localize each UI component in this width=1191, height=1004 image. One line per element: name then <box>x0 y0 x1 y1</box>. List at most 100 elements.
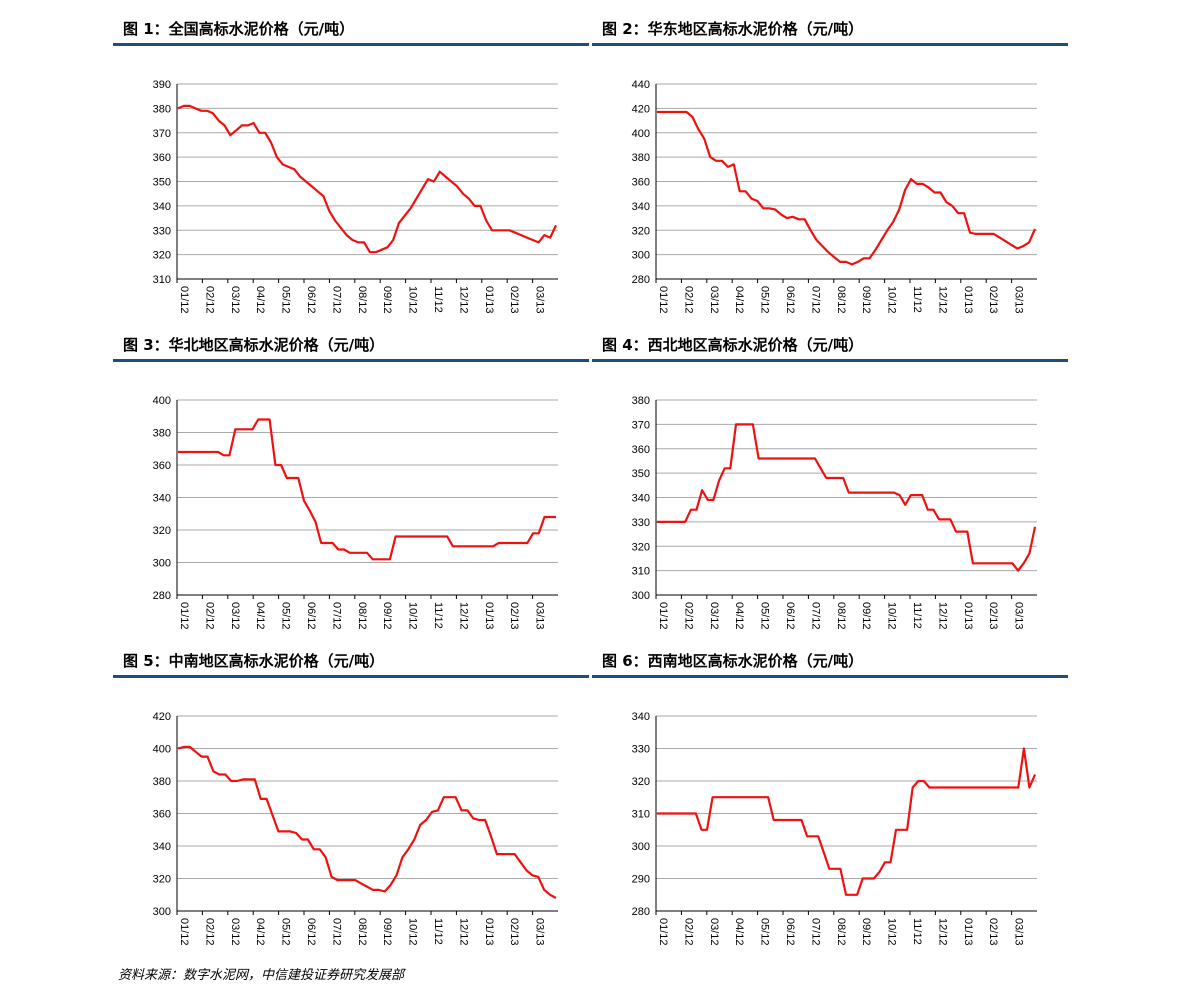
y-tick-label: 300 <box>153 558 171 570</box>
x-tick-label: 06/12 <box>784 602 796 630</box>
y-tick-label: 310 <box>632 809 650 821</box>
y-tick-label: 340 <box>153 201 171 213</box>
x-tick-label: 09/12 <box>860 602 872 630</box>
y-tick-label: 350 <box>632 468 650 480</box>
x-tick-label: 03/12 <box>229 918 241 946</box>
x-tick-label: 07/12 <box>809 286 821 314</box>
x-tick-label: 10/12 <box>407 602 419 630</box>
y-tick-label: 340 <box>632 711 650 723</box>
chart-panel-2: 图 2：华东地区高标水泥价格（元/吨） 280 300 320 340 360 380 40… <box>592 10 1068 326</box>
x-tick-label: 02/12 <box>203 602 215 630</box>
title-underline-1 <box>113 43 589 46</box>
y-tick-label: 310 <box>632 566 650 578</box>
x-tick-label: 03/13 <box>1013 918 1025 946</box>
y-tick-label: 300 <box>632 250 650 262</box>
chart-svg-1: 310 320 330 340 350 360 370 380 390 01/12 02/12 03/… <box>153 79 558 314</box>
x-tick-label: 08/12 <box>835 602 847 630</box>
chart-title-5: 图 5：中南地区高标水泥价格（元/吨） <box>123 652 385 670</box>
chart-panel-6: 图 6：西南地区高标水泥价格（元/吨） 280 290 300 310 320 330 34… <box>592 642 1068 958</box>
chart-panel-4: 图 4：西北地区高标水泥价格（元/吨） 300 310 320 330 340 350 36… <box>592 326 1068 642</box>
title-underline-4 <box>592 359 1068 362</box>
price-series-line <box>657 110 1037 266</box>
x-tick-label: 02/12 <box>682 602 694 630</box>
y-tick-label: 330 <box>632 744 650 756</box>
x-tick-label: 05/12 <box>280 602 292 630</box>
x-tick-label: 04/12 <box>733 918 745 946</box>
x-tick-label: 03/12 <box>229 286 241 314</box>
x-tick-label: 09/12 <box>381 286 393 314</box>
x-tick-label: 02/13 <box>987 918 999 946</box>
title-underline-5 <box>113 675 589 678</box>
title-underline-3 <box>113 359 589 362</box>
y-tick-label: 360 <box>153 152 171 164</box>
price-series-line <box>177 104 557 254</box>
x-tick-label: 02/12 <box>203 918 215 946</box>
price-series-line <box>177 745 557 899</box>
chart-title-2: 图 2：华东地区高标水泥价格（元/吨） <box>602 20 864 38</box>
x-tick-label: 01/12 <box>178 286 190 314</box>
y-tick-label: 320 <box>153 874 171 886</box>
x-tick-label: 01/12 <box>657 286 669 314</box>
x-tick-label: 04/12 <box>254 918 266 946</box>
x-tick-label: 11/12 <box>432 918 444 945</box>
x-tick-label: 02/12 <box>682 286 694 314</box>
x-tick-label: 03/12 <box>708 918 720 946</box>
x-tick-label: 11/12 <box>911 286 923 313</box>
x-tick-label: 11/12 <box>432 602 444 629</box>
x-tick-label: 09/12 <box>860 286 872 314</box>
x-tick-label: 12/12 <box>936 602 948 630</box>
x-tick-label: 11/12 <box>911 602 923 629</box>
y-tick-label: 320 <box>632 541 650 553</box>
y-tick-label: 360 <box>153 460 171 472</box>
y-tick-label: 330 <box>632 517 650 529</box>
y-tick-label: 320 <box>153 525 171 537</box>
y-tick-label: 370 <box>153 128 171 140</box>
y-tick-label: 340 <box>153 841 171 853</box>
x-tick-label: 01/13 <box>483 602 495 630</box>
x-tick-label: 07/12 <box>330 286 342 314</box>
x-tick-label: 04/12 <box>733 602 745 630</box>
chart-svg-3: 280 300 320 340 360 380 400 01/12 02/12 03/12 04/1… <box>153 395 558 630</box>
x-tick-label: 01/13 <box>483 286 495 314</box>
x-tick-label: 05/12 <box>280 286 292 314</box>
y-tick-label: 280 <box>632 906 650 918</box>
x-tick-label: 01/12 <box>657 602 669 630</box>
x-tick-label: 08/12 <box>356 286 368 314</box>
x-tick-label: 10/12 <box>886 918 898 946</box>
y-tick-label: 320 <box>632 225 650 237</box>
x-tick-label: 07/12 <box>330 602 342 630</box>
chart-panel-5: 图 5：中南地区高标水泥价格（元/吨） 300 320 340 360 380 400 42… <box>113 642 589 958</box>
x-tick-label: 01/13 <box>962 918 974 946</box>
x-tick-label: 04/12 <box>733 286 745 314</box>
x-tick-label: 10/12 <box>886 602 898 630</box>
y-tick-label: 360 <box>153 809 171 821</box>
source-note: 资料来源：数字水泥网，中信建投证券研究发展部 <box>118 968 405 983</box>
price-series-line <box>657 423 1037 572</box>
y-tick-label: 420 <box>153 711 171 723</box>
y-tick-label: 370 <box>632 419 650 431</box>
x-tick-label: 12/12 <box>936 918 948 946</box>
x-tick-label: 04/12 <box>254 602 266 630</box>
x-tick-label: 09/12 <box>381 602 393 630</box>
y-tick-label: 380 <box>632 395 650 407</box>
x-tick-label: 02/13 <box>508 918 520 946</box>
x-tick-label: 03/12 <box>708 286 720 314</box>
x-tick-label: 05/12 <box>759 918 771 946</box>
x-tick-label: 01/13 <box>962 286 974 314</box>
x-tick-label: 04/12 <box>254 286 266 314</box>
x-tick-label: 05/12 <box>759 286 771 314</box>
y-tick-label: 400 <box>632 128 650 140</box>
x-tick-label: 06/12 <box>305 602 317 630</box>
x-tick-label: 03/13 <box>534 918 546 946</box>
x-tick-label: 01/13 <box>483 918 495 946</box>
y-tick-label: 360 <box>632 444 650 456</box>
x-tick-label: 12/12 <box>457 918 469 946</box>
y-tick-label: 330 <box>153 225 171 237</box>
x-tick-label: 11/12 <box>432 286 444 313</box>
chart-title-3: 图 3：华北地区高标水泥价格（元/吨） <box>123 336 385 354</box>
title-underline-6 <box>592 675 1068 678</box>
y-tick-label: 380 <box>153 428 171 440</box>
y-tick-label: 400 <box>153 744 171 756</box>
x-tick-label: 01/12 <box>178 602 190 630</box>
y-tick-label: 390 <box>153 79 171 91</box>
